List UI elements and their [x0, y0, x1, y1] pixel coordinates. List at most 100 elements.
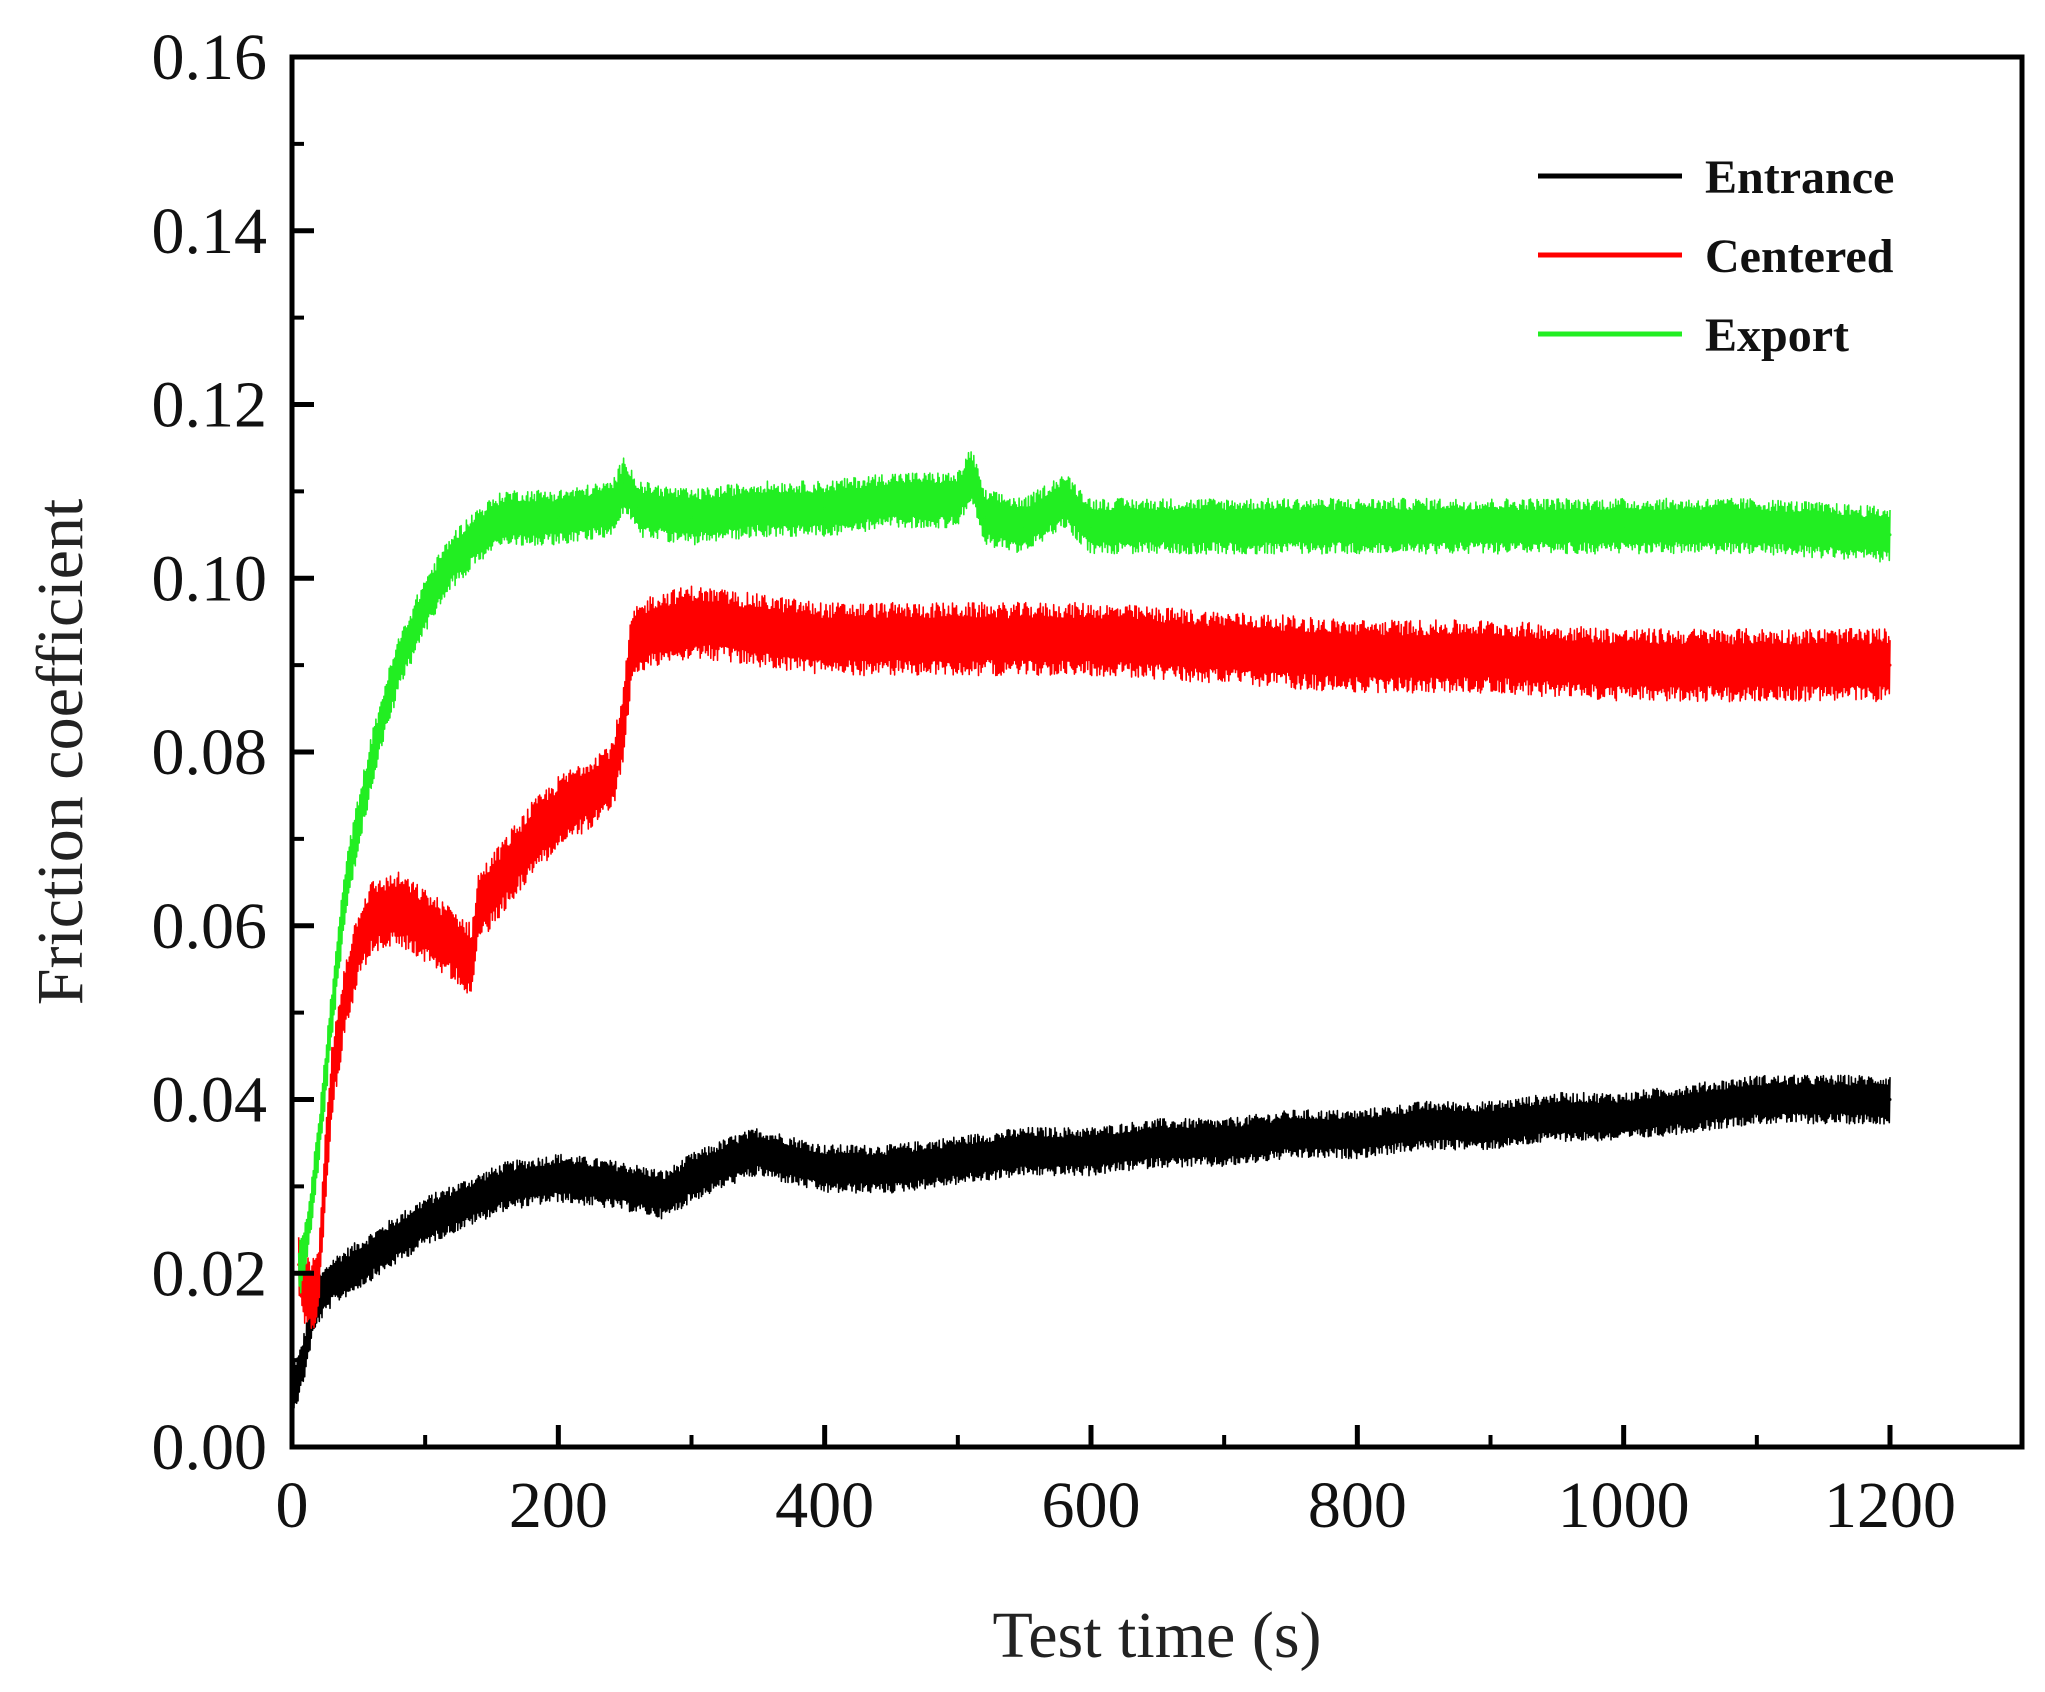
data-point-entrance [823, 1167, 827, 1171]
data-point-entrance [1622, 1115, 1626, 1119]
data-point-entrance [730, 1158, 733, 1162]
ticks-layer [289, 54, 1893, 1450]
data-point-entrance [1422, 1124, 1426, 1128]
data-point-entrance [956, 1158, 960, 1162]
data-point-entrance [303, 1349, 307, 1353]
data-point-export [1222, 524, 1226, 528]
data-point-centered [1755, 663, 1759, 667]
series-trace-export [297, 451, 1891, 1294]
data-point-centered [583, 793, 587, 797]
data-point-entrance [1555, 1115, 1559, 1119]
x-tick-label: 400 [775, 1469, 874, 1542]
data-point-entrance [423, 1219, 427, 1223]
y-tick-label: 0.14 [152, 195, 268, 268]
data-point-export [303, 1245, 307, 1249]
data-point-centered [470, 959, 474, 962]
y-tick-label: 0.16 [152, 21, 268, 94]
y-tick-label: 0.00 [152, 1411, 268, 1484]
data-point-centered [1622, 663, 1626, 667]
x-tick-label: 200 [509, 1469, 608, 1542]
data-point-entrance [889, 1167, 893, 1171]
data-point-entrance [663, 1193, 667, 1197]
data-point-entrance [1821, 1098, 1825, 1101]
data-point-export [1622, 524, 1626, 528]
data-point-centered [343, 993, 347, 997]
data-point-export [330, 1011, 334, 1015]
x-tick-label: 0 [276, 1469, 309, 1542]
data-point-centered [370, 915, 374, 919]
data-point-centered [530, 837, 534, 841]
y-tick-label: 0.10 [152, 542, 268, 615]
data-point-entrance [297, 1376, 301, 1379]
data-point-entrance [330, 1280, 334, 1284]
data-point-export [450, 559, 454, 563]
series-trace-centered [297, 585, 1891, 1329]
legend-label-export: Export [1705, 309, 1849, 362]
data-point-export [503, 515, 507, 519]
data-point-export [1489, 524, 1492, 528]
data-point-centered [1888, 663, 1892, 667]
data-point-centered [556, 811, 560, 815]
data-point-centered [756, 628, 760, 632]
y-tick-label: 0.02 [152, 1237, 268, 1310]
legend-label-centered: Centered [1705, 230, 1894, 283]
data-point-centered [650, 628, 653, 632]
data-point-centered [1222, 646, 1226, 650]
data-point-export [357, 820, 361, 823]
data-point-export [1062, 498, 1066, 502]
data-point-export [889, 498, 893, 502]
data-point-entrance [1022, 1150, 1026, 1154]
data-point-export [310, 1202, 314, 1206]
data-point-centered [423, 924, 427, 928]
data-point-centered [323, 1167, 327, 1171]
data-point-entrance [1688, 1106, 1692, 1110]
y-tick-label: 0.04 [152, 1064, 268, 1137]
data-point-entrance [1156, 1141, 1160, 1145]
data-point-centered [630, 646, 634, 650]
data-point-export [1022, 524, 1026, 528]
data-point-centered [690, 620, 693, 624]
data-point-centered [303, 1289, 307, 1293]
data-point-entrance [556, 1176, 560, 1180]
data-point-entrance [343, 1271, 347, 1275]
data-point-export [1355, 524, 1359, 528]
data-point-export [823, 507, 827, 511]
data-point-export [1888, 533, 1892, 537]
data-point-export [317, 1141, 321, 1145]
data-point-export [490, 524, 494, 528]
data-point-entrance [623, 1184, 627, 1188]
data-point-centered [956, 637, 960, 641]
data-point-centered [503, 872, 507, 876]
data-point-centered [610, 776, 614, 780]
data-point-export [1755, 524, 1759, 528]
legend-label-entrance: Entrance [1705, 151, 1894, 204]
data-point-entrance [1089, 1150, 1093, 1154]
data-point-centered [330, 1080, 334, 1084]
tick-labels-layer: 0 200 400 600 800 1000 1200 0.00 0.02 0.04 0.06 0.0… [152, 21, 1957, 1542]
data-point-centered [1089, 637, 1093, 641]
data-point-entrance [756, 1150, 760, 1154]
data-point-export [690, 515, 693, 519]
x-tick-label: 600 [1042, 1469, 1141, 1542]
data-point-centered [1688, 663, 1692, 667]
x-tick-label: 800 [1308, 1469, 1407, 1542]
data-point-export [756, 507, 760, 511]
data-point-export [343, 889, 347, 893]
y-tick-label: 0.12 [152, 369, 268, 442]
data-point-entrance [690, 1176, 693, 1180]
data-point-entrance [1888, 1098, 1892, 1101]
data-point-entrance [463, 1202, 467, 1206]
data-point-centered [1355, 654, 1359, 658]
data-point-export [370, 759, 374, 763]
data-point-entrance [1355, 1132, 1359, 1136]
data-point-centered [476, 906, 480, 910]
data-point-entrance [370, 1254, 374, 1258]
data-point-export [610, 507, 614, 511]
data-point-entrance [397, 1237, 400, 1240]
data-point-export [556, 515, 560, 519]
data-point-centered [357, 941, 361, 945]
data-point-export [423, 602, 427, 606]
data-point-export [383, 707, 387, 711]
